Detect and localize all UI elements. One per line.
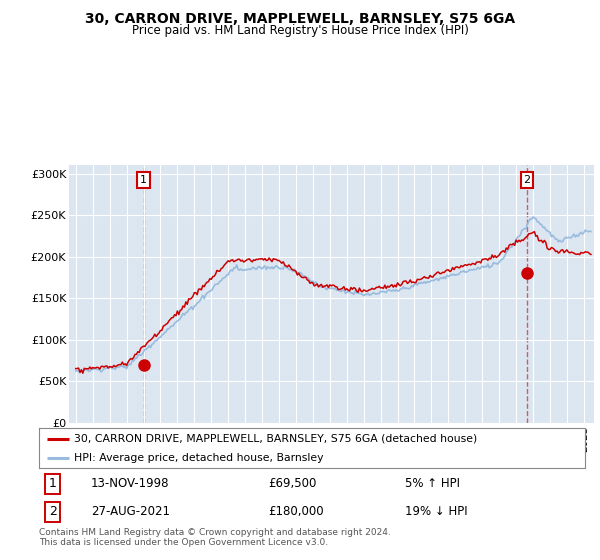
Text: 5% ↑ HPI: 5% ↑ HPI xyxy=(405,477,460,490)
Text: Contains HM Land Registry data © Crown copyright and database right 2024.
This d: Contains HM Land Registry data © Crown c… xyxy=(39,528,391,547)
Text: 2: 2 xyxy=(524,175,530,185)
Text: £180,000: £180,000 xyxy=(268,505,324,519)
Text: 1: 1 xyxy=(140,175,147,185)
Text: 13-NOV-1998: 13-NOV-1998 xyxy=(91,477,169,490)
Text: 27-AUG-2021: 27-AUG-2021 xyxy=(91,505,170,519)
Text: HPI: Average price, detached house, Barnsley: HPI: Average price, detached house, Barn… xyxy=(74,453,324,463)
Text: 30, CARRON DRIVE, MAPPLEWELL, BARNSLEY, S75 6GA: 30, CARRON DRIVE, MAPPLEWELL, BARNSLEY, … xyxy=(85,12,515,26)
Text: 1: 1 xyxy=(49,477,56,490)
Text: 2: 2 xyxy=(49,505,56,519)
Text: 19% ↓ HPI: 19% ↓ HPI xyxy=(405,505,467,519)
Text: Price paid vs. HM Land Registry's House Price Index (HPI): Price paid vs. HM Land Registry's House … xyxy=(131,24,469,36)
Text: £69,500: £69,500 xyxy=(268,477,317,490)
Text: 30, CARRON DRIVE, MAPPLEWELL, BARNSLEY, S75 6GA (detached house): 30, CARRON DRIVE, MAPPLEWELL, BARNSLEY, … xyxy=(74,434,478,444)
